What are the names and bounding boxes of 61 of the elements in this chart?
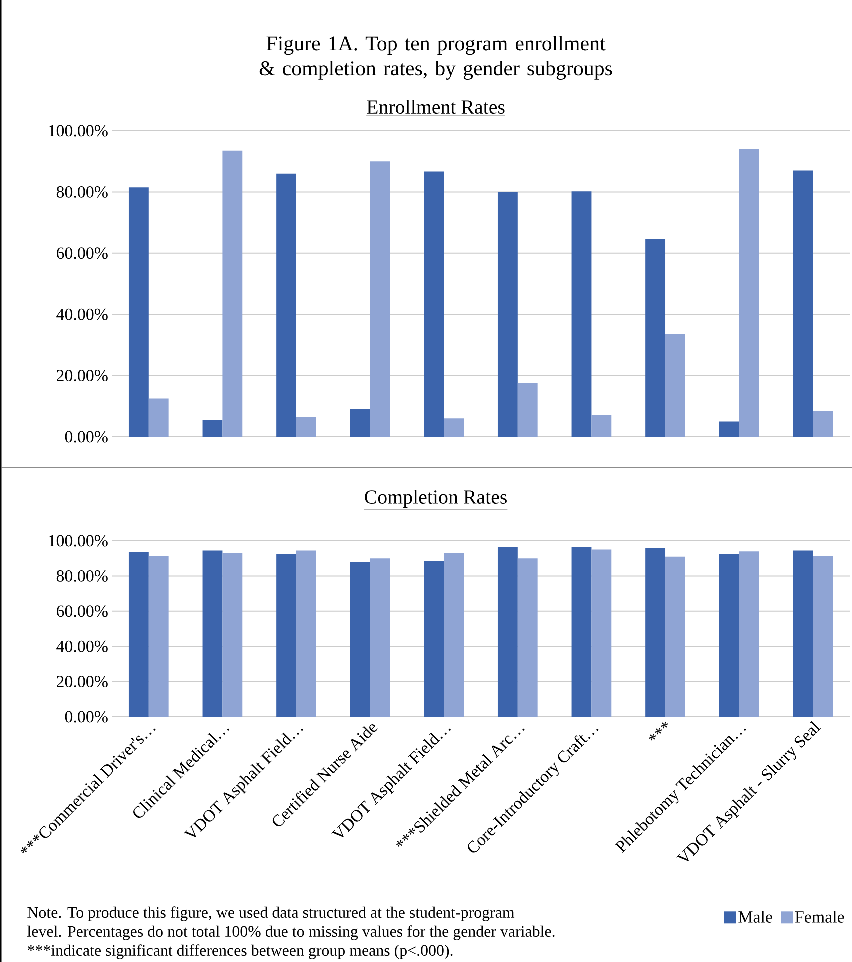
- bar: [739, 552, 760, 718]
- bar: [424, 561, 444, 718]
- bar: [296, 550, 316, 718]
- legend-label: Female: [795, 911, 844, 923]
- bar: [222, 150, 243, 438]
- chart-title: Figure 1A. Top ten program enrollment & completion rates, by gender subgroups: [260, 36, 612, 80]
- bar: [148, 398, 169, 438]
- bar: [276, 554, 297, 718]
- text: ***indicate significant differences between group means (p<.000).: [28, 944, 453, 960]
- bar: [646, 548, 666, 718]
- bar: [498, 192, 518, 438]
- y-tick-label: 60.00%: [57, 248, 108, 260]
- bar: [813, 410, 834, 438]
- y-tick-label: 0.00%: [65, 431, 108, 443]
- bar: [444, 553, 464, 718]
- bar: [350, 562, 370, 718]
- y-tick-label: 20.00%: [57, 370, 108, 382]
- bar: [572, 192, 592, 438]
- chart-subtitle: Enrollment Rates: [367, 100, 505, 114]
- bar: [739, 149, 760, 438]
- bar: [276, 174, 297, 438]
- bar: [518, 558, 538, 718]
- bar: [793, 170, 814, 438]
- bar: [424, 172, 444, 438]
- text: Note. To produce this figure, we used data structured at the student-program: [28, 906, 515, 922]
- bar: [202, 550, 223, 718]
- y-tick-label: 100.00%: [49, 125, 108, 137]
- bar: [666, 556, 686, 718]
- bar: [202, 420, 223, 438]
- bar: [646, 239, 666, 438]
- bar: [350, 409, 370, 438]
- chart-title: Completion Rates: [365, 490, 507, 508]
- legend-label: Male: [738, 911, 772, 923]
- bar: [296, 417, 316, 438]
- y-tick-label: 20.00%: [57, 676, 108, 688]
- bar: [592, 414, 612, 438]
- bar: [128, 552, 149, 718]
- bar: [719, 554, 740, 718]
- bar: [518, 383, 538, 438]
- y-tick-label: 40.00%: [56, 640, 108, 652]
- bar: [148, 556, 169, 718]
- bar: [813, 556, 834, 718]
- y-tick-label: 100.00%: [49, 535, 108, 547]
- text: level. Percentages do not total 100% due to missing values for the gender variable.: [28, 926, 555, 940]
- bar: [444, 418, 464, 438]
- y-tick-label: 0.00%: [65, 711, 108, 723]
- x-tick-label: ***: [649, 722, 668, 741]
- y-tick-label: 80.00%: [56, 186, 108, 198]
- bar: [793, 550, 814, 718]
- bar: [370, 558, 390, 718]
- y-tick-label: 60.00%: [57, 606, 108, 618]
- bar: [572, 547, 592, 718]
- bar: [719, 422, 740, 438]
- bar: [128, 188, 149, 438]
- bar: [592, 550, 612, 718]
- bar: [666, 334, 686, 438]
- y-tick-label: 80.00%: [56, 570, 108, 582]
- bar: [222, 553, 243, 718]
- y-tick-label: 40.00%: [56, 308, 108, 320]
- bar: [370, 162, 390, 438]
- bar: [498, 547, 518, 718]
